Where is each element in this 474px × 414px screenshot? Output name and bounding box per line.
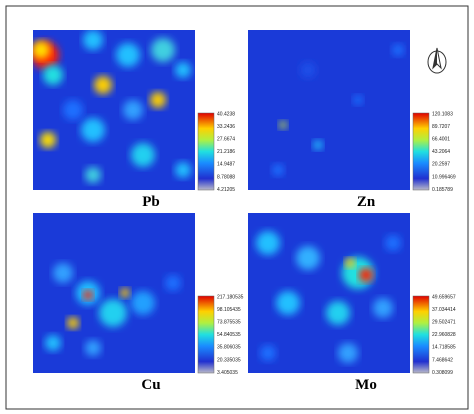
panel-label: Cu (141, 377, 160, 393)
legend-label: 98.105435 (217, 307, 241, 313)
legend-label: 14.718585 (432, 345, 456, 351)
anomaly (99, 299, 127, 327)
anomaly (300, 62, 316, 78)
legend-label: 49.659657 (432, 294, 456, 300)
legend-label: 8.78088 (217, 174, 235, 180)
anomaly (85, 340, 101, 356)
anomaly (150, 92, 166, 108)
map-background (248, 30, 410, 190)
anomaly (345, 258, 355, 268)
anomaly (165, 275, 181, 291)
anomaly (120, 288, 130, 298)
anomaly (313, 140, 323, 150)
heatmap (33, 213, 195, 373)
frame (5, 5, 469, 410)
anomaly (392, 44, 404, 56)
anomaly (296, 246, 320, 270)
heatmap (248, 30, 410, 190)
anomaly (43, 65, 63, 85)
legend-label: 43.2064 (432, 149, 450, 155)
anomaly (338, 343, 358, 363)
panel: 49.659657 37.034414 29.502471 22.960828 14.7… (248, 213, 456, 393)
legend-label: 22.960828 (432, 332, 456, 338)
legend-label: 20.2597 (432, 162, 450, 168)
anomaly (256, 231, 280, 255)
legend-label: 40.4238 (217, 111, 235, 117)
heatmap (33, 30, 195, 190)
legend-label: 3.405035 (217, 370, 238, 376)
legend-label: 29.502471 (432, 320, 456, 326)
anomaly (45, 335, 61, 351)
legend-label: 27.6674 (217, 137, 235, 143)
anomaly (385, 235, 401, 251)
legend-label: 10.996469 (432, 174, 456, 180)
anomaly (175, 162, 191, 178)
anomaly (131, 143, 155, 167)
legend-label: 35.806035 (217, 345, 241, 351)
legend-label: 20.335035 (217, 357, 241, 363)
anomaly (94, 76, 112, 94)
panel: 120.1083 89.7207 66.4001 43.2064 20.2597 10.9… (248, 30, 456, 210)
colorbar (197, 112, 215, 191)
panel-label: Zn (357, 194, 376, 210)
panel-label: Pb (142, 194, 160, 210)
anomaly (40, 132, 56, 148)
anomaly (131, 291, 155, 315)
anomaly (53, 263, 73, 283)
legend-label: 21.2186 (217, 149, 235, 155)
legend-label: 73.875535 (217, 320, 241, 326)
anomaly (33, 41, 50, 59)
heatmap (248, 213, 410, 373)
anomaly (67, 317, 79, 329)
legend-label: 66.4001 (432, 137, 450, 143)
anomaly (116, 43, 140, 67)
anomaly (272, 164, 284, 176)
legend-label: 37.034414 (432, 307, 456, 313)
anomaly (353, 95, 363, 105)
anomaly (373, 298, 393, 318)
anomaly (81, 118, 105, 142)
anomaly (326, 301, 350, 325)
legend-label: 120.1083 (432, 111, 453, 117)
anomaly (276, 291, 300, 315)
colorbar (197, 295, 215, 374)
legend-label: 7.468642 (432, 357, 453, 363)
legend-label: 54.840535 (217, 332, 241, 338)
anomaly (85, 167, 101, 183)
anomaly (151, 38, 175, 62)
legend-label: 89.7207 (432, 124, 450, 130)
anomaly (123, 100, 143, 120)
panel: 217.180535 98.105435 73.875535 54.840535 35.… (33, 213, 244, 393)
colorbar (412, 112, 430, 191)
north-arrow (427, 47, 447, 74)
anomaly (83, 30, 103, 50)
anomaly (175, 62, 191, 78)
legend-label: 0.308099 (432, 370, 453, 376)
anomaly (279, 121, 287, 129)
anomaly (83, 290, 93, 300)
panel-label: Mo (355, 377, 377, 393)
panel: 40.4238 33.2436 27.6674 21.2186 14.9487 8.780… (33, 30, 235, 210)
legend-label: 0.185789 (432, 187, 453, 193)
legend-label: 4.21205 (217, 187, 235, 193)
anomaly (260, 345, 276, 361)
legend-label: 33.2436 (217, 124, 235, 130)
anomaly (63, 100, 83, 120)
legend-label: 14.9487 (217, 162, 235, 168)
legend-label: 217.180535 (217, 294, 244, 300)
colorbar (412, 295, 430, 374)
anomaly (359, 268, 373, 282)
